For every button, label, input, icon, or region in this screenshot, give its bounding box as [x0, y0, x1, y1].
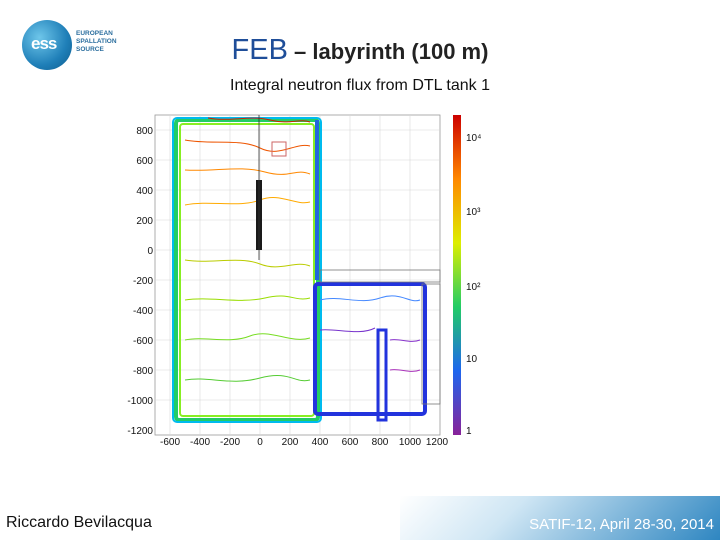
flux-plot: 10⁴ 10³ 10² 10 1 800 600 400 200 0 -200 … [127, 114, 481, 448]
x-tick: 0 [257, 437, 263, 448]
colorbar-label-1e2: 10² [466, 282, 481, 293]
x-tick: -400 [190, 437, 210, 448]
slide-subtitle: Integral neutron flux from DTL tank 1 [230, 77, 490, 94]
logo-line-2: SPALLATION [76, 38, 117, 45]
y-tick: -1200 [127, 426, 153, 437]
y-tick: 800 [136, 126, 153, 137]
x-tick: 600 [342, 437, 359, 448]
x-tick-labels: -600 -400 -200 0 200 400 600 800 1000 12… [160, 437, 449, 448]
x-tick: -600 [160, 437, 180, 448]
colorbar-label-10: 10 [466, 354, 478, 365]
chamber-outer-yellowgreen [179, 123, 315, 417]
plot-frame [154, 114, 441, 436]
y-tick: 200 [136, 216, 153, 227]
x-tick: -200 [220, 437, 240, 448]
y-tick: 600 [136, 156, 153, 167]
footer-band [400, 496, 720, 540]
slide-title: FEB – labyrinth (100 m) [0, 34, 720, 67]
y-tick: 400 [136, 186, 153, 197]
author-name: Riccardo Bevilacqua [6, 514, 152, 531]
y-tick: -600 [133, 336, 153, 347]
logo-mark: ess [31, 34, 57, 53]
labyrinth-branch [313, 282, 427, 416]
colorbar [453, 115, 461, 435]
logo-words: EUROPEAN SPALLATION SOURCE [76, 30, 136, 54]
y-tick: 0 [147, 246, 153, 257]
logo-line-1: EUROPEAN [76, 30, 113, 37]
x-tick: 800 [372, 437, 389, 448]
flux-contours [184, 117, 421, 382]
labyrinth-inner-wall [376, 328, 388, 422]
x-tick: 200 [282, 437, 299, 448]
slide-title-main: FEB [231, 34, 288, 66]
conference-footer: SATIF-12, April 28-30, 2014 [529, 516, 714, 533]
y-tick: -800 [133, 366, 153, 377]
x-tick: 400 [312, 437, 329, 448]
ess-logo: ess EUROPEAN SPALLATION SOURCE [22, 20, 132, 76]
colorbar-label-1: 1 [466, 426, 472, 437]
y-tick: -1000 [127, 396, 153, 407]
colorbar-label-1e4: 10⁴ [466, 133, 481, 144]
y-tick: -400 [133, 306, 153, 317]
x-tick: 1200 [426, 437, 449, 448]
labyrinth-upper-slab [319, 269, 441, 283]
y-tick: -200 [133, 276, 153, 287]
x-tick: 1000 [399, 437, 422, 448]
slide-title-rest: – labyrinth (100 m) [287, 39, 489, 64]
logo-circle [22, 20, 72, 70]
source-marker [271, 141, 287, 157]
labyrinth-end-slab [421, 283, 441, 405]
logo-line-3: SOURCE [76, 46, 104, 53]
colorbar-label-1e3: 10³ [466, 207, 481, 218]
y-tick-labels: 800 600 400 200 0 -200 -400 -600 -800 -1… [127, 126, 153, 437]
